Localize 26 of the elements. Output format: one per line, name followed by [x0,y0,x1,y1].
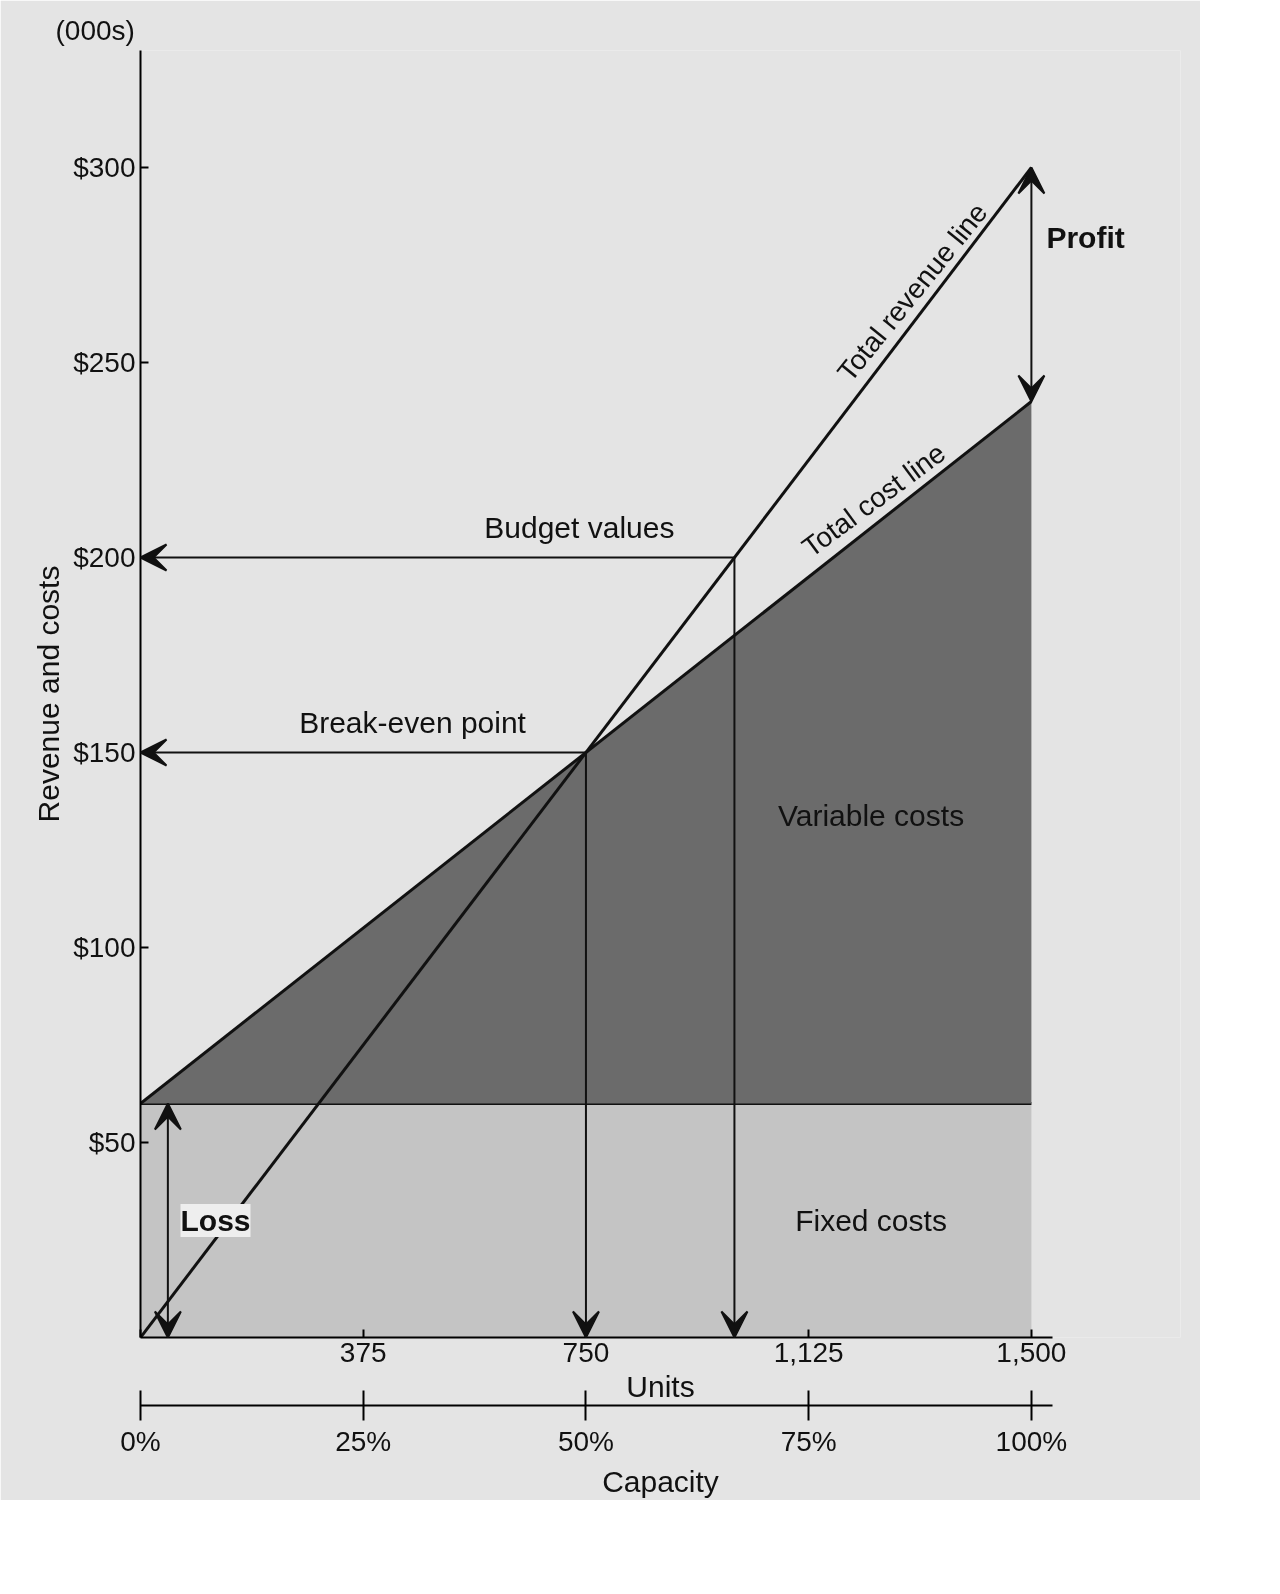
x2-tick-label: 75% [780,1425,837,1457]
y-tick-label: $200 [73,542,136,573]
chart-subtitle: (000s) [55,14,135,46]
y-axis-title: Revenue and costs [32,565,66,823]
y-tick-label: $150 [73,737,136,768]
y-tick-label: $250 [73,347,136,378]
y-tick-label: $100 [73,932,136,963]
annotation: Loss [180,1204,251,1237]
annotation: Total cost line [796,437,952,563]
x2-tick-label: 100% [995,1425,1068,1457]
y-tick-label: $300 [73,152,136,183]
x2-tick-label: 50% [557,1425,614,1457]
x-axis-title: Units [626,1369,695,1403]
x2-tick-label: 25% [335,1425,392,1457]
x-tick-label: 375 [339,1336,387,1368]
series-label: Variable costs [777,799,965,833]
series-label: Fixed costs [795,1204,947,1237]
annotation: Budget values [484,510,675,544]
x-tick-label: 1,125 [773,1336,844,1368]
x-tick-label: 1,500 [996,1336,1067,1368]
x2-tick-label: 0% [120,1425,161,1457]
x-tick-label: 750 [562,1336,610,1368]
y-tick-label: $50 [88,1127,136,1158]
x2-axis-title: Capacity [602,1464,719,1498]
annotation: Profit [1046,221,1125,255]
annotation: Break-even point [299,705,527,739]
